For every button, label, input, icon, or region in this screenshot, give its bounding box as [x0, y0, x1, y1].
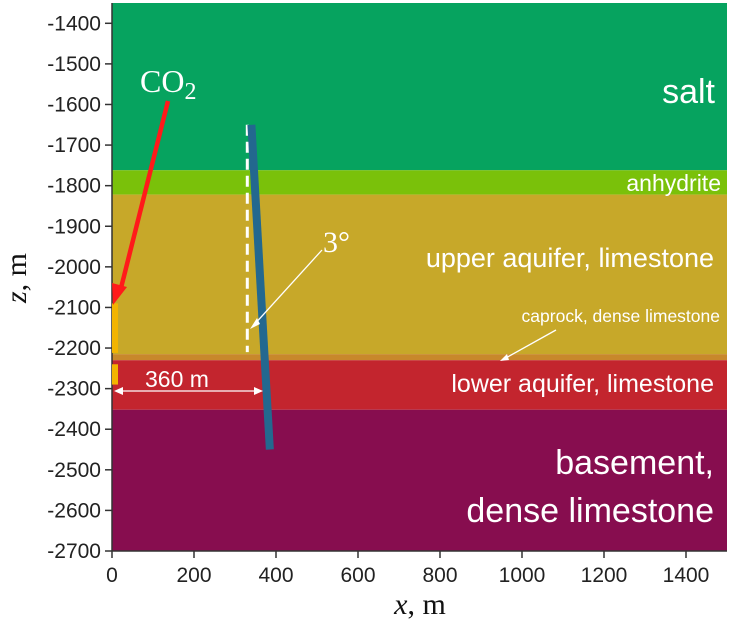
y-tick-label: -2000 — [47, 256, 101, 279]
y-axis-title: z, m — [0, 253, 33, 304]
layer-band-0 — [112, 3, 727, 171]
y-tick-label: -2500 — [47, 459, 101, 482]
axes: -1400 -1500 -1600 -1700 -1800 -1900 -2000 -2100… — [47, 3, 727, 587]
x-tick-label: 800 — [422, 564, 457, 587]
distance-arrow — [114, 387, 263, 395]
co2-label: CO2 — [140, 63, 196, 105]
fault-line — [247, 124, 274, 450]
x-tick-label: 600 — [340, 564, 375, 587]
layer-band-1 — [112, 170, 727, 195]
layer-label-basement-line1: basement, — [555, 444, 714, 482]
layer-label-upper-aquifer: upper aquifer, limestone — [426, 243, 714, 273]
layer-label-lower-aquifer: lower aquifer, limestone — [451, 370, 714, 398]
co2-arrow — [112, 100, 171, 305]
caprock-pointer — [503, 329, 557, 360]
x-tick-label: 400 — [258, 564, 293, 587]
y-tick-label: -1400 — [47, 12, 101, 35]
injection-screen-upper — [112, 303, 118, 353]
layer-band-5 — [112, 409, 727, 551]
dip-angle-label: 3° — [323, 226, 350, 259]
caprock-label: caprock, dense limestone — [522, 306, 720, 326]
y-tick-label: -2300 — [47, 378, 101, 401]
y-tick-label: -1800 — [47, 175, 101, 198]
caprock-arrowhead — [500, 354, 509, 361]
y-tick-label: -2400 — [47, 418, 101, 441]
y-tick-label: -2700 — [47, 540, 101, 563]
dip-angle-arrowhead — [250, 318, 260, 329]
injection-screen-lower — [112, 364, 118, 385]
y-tick-label: -1500 — [47, 53, 101, 76]
y-tick-label: -1700 — [47, 134, 101, 157]
y-tick-label: -2200 — [47, 337, 101, 360]
distance-label: 360 m — [145, 366, 209, 392]
x-tick-label: 1400 — [663, 564, 710, 587]
layer-label-basement-line2: dense limestone — [466, 492, 714, 530]
geologic-layers — [112, 3, 727, 551]
y-tick-label: -2600 — [47, 499, 101, 522]
x-tick-label: 1000 — [499, 564, 546, 587]
dip-angle-pointer — [252, 249, 323, 327]
layer-band-2 — [112, 194, 727, 355]
layer-band-3 — [112, 354, 727, 361]
x-tick-label: 200 — [176, 564, 211, 587]
layer-label-salt: salt — [662, 73, 715, 111]
x-tick-label: 1200 — [581, 564, 628, 587]
layer-label-anhydrite: anhydrite — [626, 170, 721, 196]
y-tick-label: -1900 — [47, 215, 101, 238]
y-tick-label: -1600 — [47, 93, 101, 116]
layer-band-4 — [112, 360, 727, 410]
y-tick-label: -2100 — [47, 296, 101, 319]
x-tick-label: 0 — [106, 564, 118, 587]
x-axis-title: x, m — [393, 588, 446, 621]
